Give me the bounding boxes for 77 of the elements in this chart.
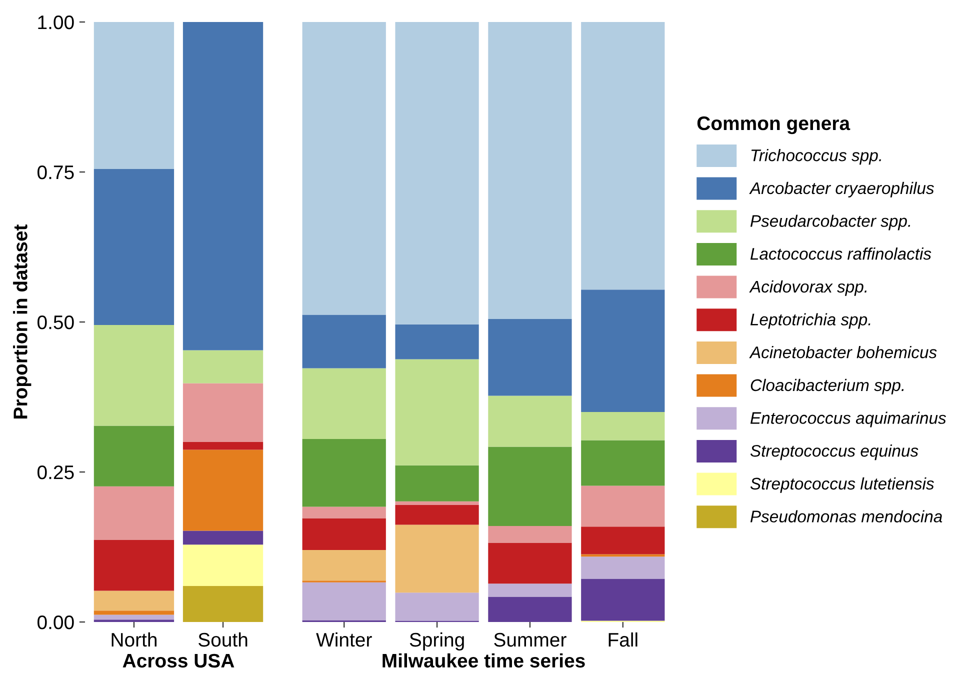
bar [581, 440, 665, 486]
bar [488, 526, 572, 543]
x-axis-title: Across USA [122, 654, 234, 668]
bar [302, 314, 386, 368]
bar [182, 530, 264, 545]
x-tick-label: Summer [494, 632, 566, 647]
legend-label: Streptococcus lutetiensis [750, 477, 934, 493]
bar [395, 465, 479, 502]
bar [488, 319, 572, 396]
bar [395, 592, 479, 621]
bar [581, 486, 665, 527]
legend-label: Acinetobacter bohemicus [749, 346, 937, 358]
bar [182, 450, 264, 531]
x-tick-label: North [112, 632, 156, 647]
legend-label: Trichococcus spp. [751, 149, 881, 165]
bar [302, 22, 386, 315]
bar [581, 554, 665, 557]
x-axis-title: Milwaukee time series [382, 653, 585, 668]
legend-label: Pseudarcobacter spp. [750, 214, 910, 230]
legend-title: Common genera [697, 116, 850, 134]
bar [182, 586, 264, 622]
bar [581, 526, 665, 554]
bar [581, 412, 665, 440]
bar [302, 506, 386, 518]
y-axis-title: Proportion in dataset [13, 224, 32, 418]
bar [94, 22, 174, 169]
bar [94, 590, 174, 611]
legend-label: Lactococcus raffinolactis [750, 248, 932, 260]
bar [488, 542, 572, 584]
legend-label: Acidovorax spp. [749, 280, 866, 296]
y-tick-label: 1.00 [38, 15, 74, 30]
bar [581, 22, 665, 290]
y-tick-label: 0.50 [38, 315, 74, 330]
bar [94, 540, 174, 591]
x-tick-label: Winter [316, 632, 372, 647]
legend-label: Cloacibacterium spp. [750, 378, 904, 394]
bar [182, 544, 264, 586]
bar [94, 325, 174, 426]
bar [581, 556, 665, 579]
bar [182, 350, 264, 384]
y-tick-label: 0.75 [38, 165, 74, 180]
x-tick-label: Spring [410, 632, 464, 651]
legend-label: Arcobacter cryaerophilus [749, 182, 934, 198]
bar [182, 383, 264, 442]
bar [302, 439, 386, 507]
bar [488, 396, 572, 447]
bar [395, 501, 479, 505]
bar [488, 584, 572, 597]
bar [302, 518, 386, 550]
bar [302, 582, 386, 620]
legend-label: Enterococcus aquimarinus [750, 412, 946, 428]
bar [182, 442, 264, 450]
y-tick-label: 0.25 [38, 465, 74, 480]
bar [94, 610, 174, 615]
x-tick-label: South [198, 632, 248, 647]
bar [488, 596, 572, 622]
bar [488, 446, 572, 526]
bar [94, 486, 174, 540]
bar [488, 22, 572, 319]
bar [395, 359, 479, 466]
bar [581, 290, 665, 412]
bar [581, 578, 665, 621]
legend-label: Pseudomonas mendocina [750, 510, 942, 522]
bar [182, 22, 264, 350]
bar [395, 524, 479, 593]
bar [94, 169, 174, 325]
legend-label: Streptococcus equinus [750, 444, 918, 460]
x-tick-label: Fall [608, 632, 638, 647]
bar [94, 426, 174, 486]
bar [302, 550, 386, 581]
y-tick-label: 0.00 [38, 615, 74, 630]
bar [302, 368, 386, 439]
bar [94, 614, 174, 620]
bar [395, 324, 479, 360]
legend-label: Leptotrichia spp. [750, 313, 870, 329]
bar [395, 505, 479, 525]
bar [395, 22, 479, 324]
